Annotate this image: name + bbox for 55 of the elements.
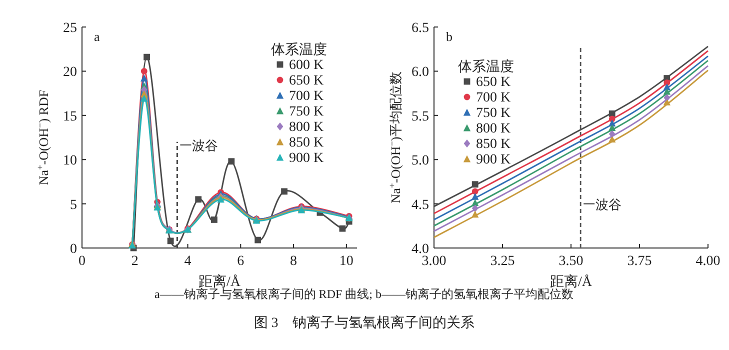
- x-tick-label: 4.00: [696, 254, 720, 269]
- x-tick-label: 10: [339, 254, 354, 269]
- point: [195, 196, 202, 203]
- legend-label: 900 K: [289, 151, 324, 166]
- x-tick-label: 8: [290, 254, 298, 269]
- y-tick-label: 0: [70, 242, 77, 257]
- point: [167, 238, 174, 244]
- legend-label: 650 K: [289, 74, 324, 88]
- legend-title: 体系温度: [458, 59, 514, 75]
- y-tick-label: 4.0: [412, 242, 429, 257]
- legend-label: 650 K: [476, 75, 511, 90]
- y-tick-label: 15: [63, 109, 77, 124]
- ref-line-label: 波谷: [192, 138, 218, 153]
- y-tick-label: 4.5: [412, 198, 429, 213]
- chart-title: b: [446, 29, 452, 44]
- y-tick-label: 20: [63, 65, 77, 80]
- legend-label: 800 K: [476, 122, 511, 136]
- y-tick-label: 5: [70, 198, 77, 213]
- legend-label: 600 K: [289, 58, 324, 73]
- y-tick-label: 5.0: [412, 154, 429, 169]
- x-axis-title: 距离/Å: [550, 274, 593, 290]
- legend-label: 850 K: [289, 136, 324, 150]
- y-tick-label: 5.5: [412, 109, 429, 124]
- legend-label: 700 K: [476, 90, 511, 106]
- x-tick-label: 3.75: [627, 254, 652, 269]
- y-tick-label: 25: [63, 21, 77, 36]
- legend-label: 750 K: [476, 106, 511, 121]
- point: [211, 216, 218, 223]
- x-tick-label: 4: [184, 254, 192, 269]
- y-tick-label: 6.0: [412, 65, 429, 80]
- legend-label: 800 K: [289, 120, 324, 135]
- y-tick-label: 10: [63, 154, 77, 169]
- chart-title: a: [94, 29, 100, 44]
- x-tick-label: 3.00: [422, 254, 446, 269]
- point: [254, 236, 262, 244]
- text: a——钠离子与氢氧根离子间的 RDF 曲线; b——钠离子的氢氧根离子平均配位数: [154, 287, 574, 301]
- point: [144, 54, 150, 60]
- ref-line-label: 波谷: [596, 196, 622, 212]
- caption: 图 3 钠离子与氢氧根离子间的关系: [254, 315, 474, 331]
- point: [140, 94, 148, 102]
- x-tick-label: 3.25: [490, 254, 515, 269]
- x-tick-label: 6: [237, 254, 244, 269]
- x-tick-label: 3.50: [558, 254, 584, 269]
- legend-label: 750 K: [289, 104, 324, 120]
- point: [281, 188, 288, 195]
- point: [339, 225, 346, 232]
- legend-label: 850 K: [476, 137, 511, 152]
- point: [140, 74, 148, 82]
- legend-label: 700 K: [289, 89, 324, 104]
- legend-title: 体系温度: [271, 42, 327, 58]
- y-tick-label: 6.5: [412, 21, 429, 36]
- point: [140, 68, 148, 74]
- x-tick-label: 2: [131, 254, 138, 269]
- point: [228, 158, 235, 165]
- legend-label: 900 K: [476, 152, 511, 168]
